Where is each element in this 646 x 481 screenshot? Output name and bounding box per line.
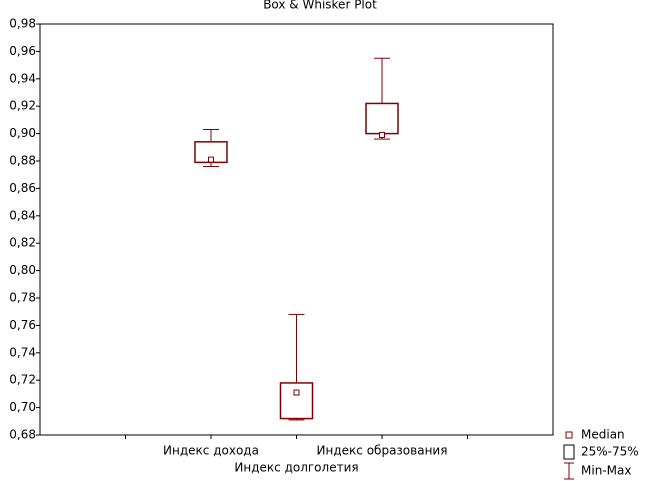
y-tick-label: 0,88: [9, 154, 36, 168]
y-tick-label: 0,76: [9, 318, 36, 332]
y-tick-label: 0,98: [9, 17, 36, 31]
y-tick-label: 0,96: [9, 44, 36, 58]
y-tick-label: 0,70: [9, 400, 36, 414]
y-tick-label: 0,94: [9, 71, 36, 85]
legend-box-icon: [563, 444, 575, 460]
y-tick-label: 0,86: [9, 181, 36, 195]
median-marker: [293, 389, 300, 396]
median-marker: [379, 131, 385, 138]
y-tick-label: 0,78: [9, 291, 36, 305]
y-tick-label: 0,68: [9, 428, 36, 442]
y-tick-label: 0,72: [9, 373, 36, 387]
y-tick-label: 0,80: [9, 263, 36, 277]
y-tick-label: 0,92: [9, 99, 36, 113]
x-tick-label: Индекс дохода: [163, 444, 259, 458]
y-tick-label: 0,74: [9, 345, 36, 359]
y-tick-label: 0,90: [9, 126, 36, 140]
legend-label: Min-Max: [581, 464, 631, 478]
chart-title: Box & Whisker Plot: [263, 0, 377, 12]
x-tick-label: Индекс долголетия: [234, 461, 358, 475]
box: [279, 382, 314, 420]
legend-median-icon: [565, 431, 573, 439]
y-tick-label: 0,84: [9, 208, 36, 222]
median-marker: [208, 156, 214, 163]
x-tick-label: Индекс образования: [317, 444, 448, 458]
box: [365, 102, 399, 135]
legend-label: Median: [581, 428, 625, 442]
y-tick-label: 0,82: [9, 236, 36, 250]
legend-label: 25%-75%: [581, 445, 639, 459]
